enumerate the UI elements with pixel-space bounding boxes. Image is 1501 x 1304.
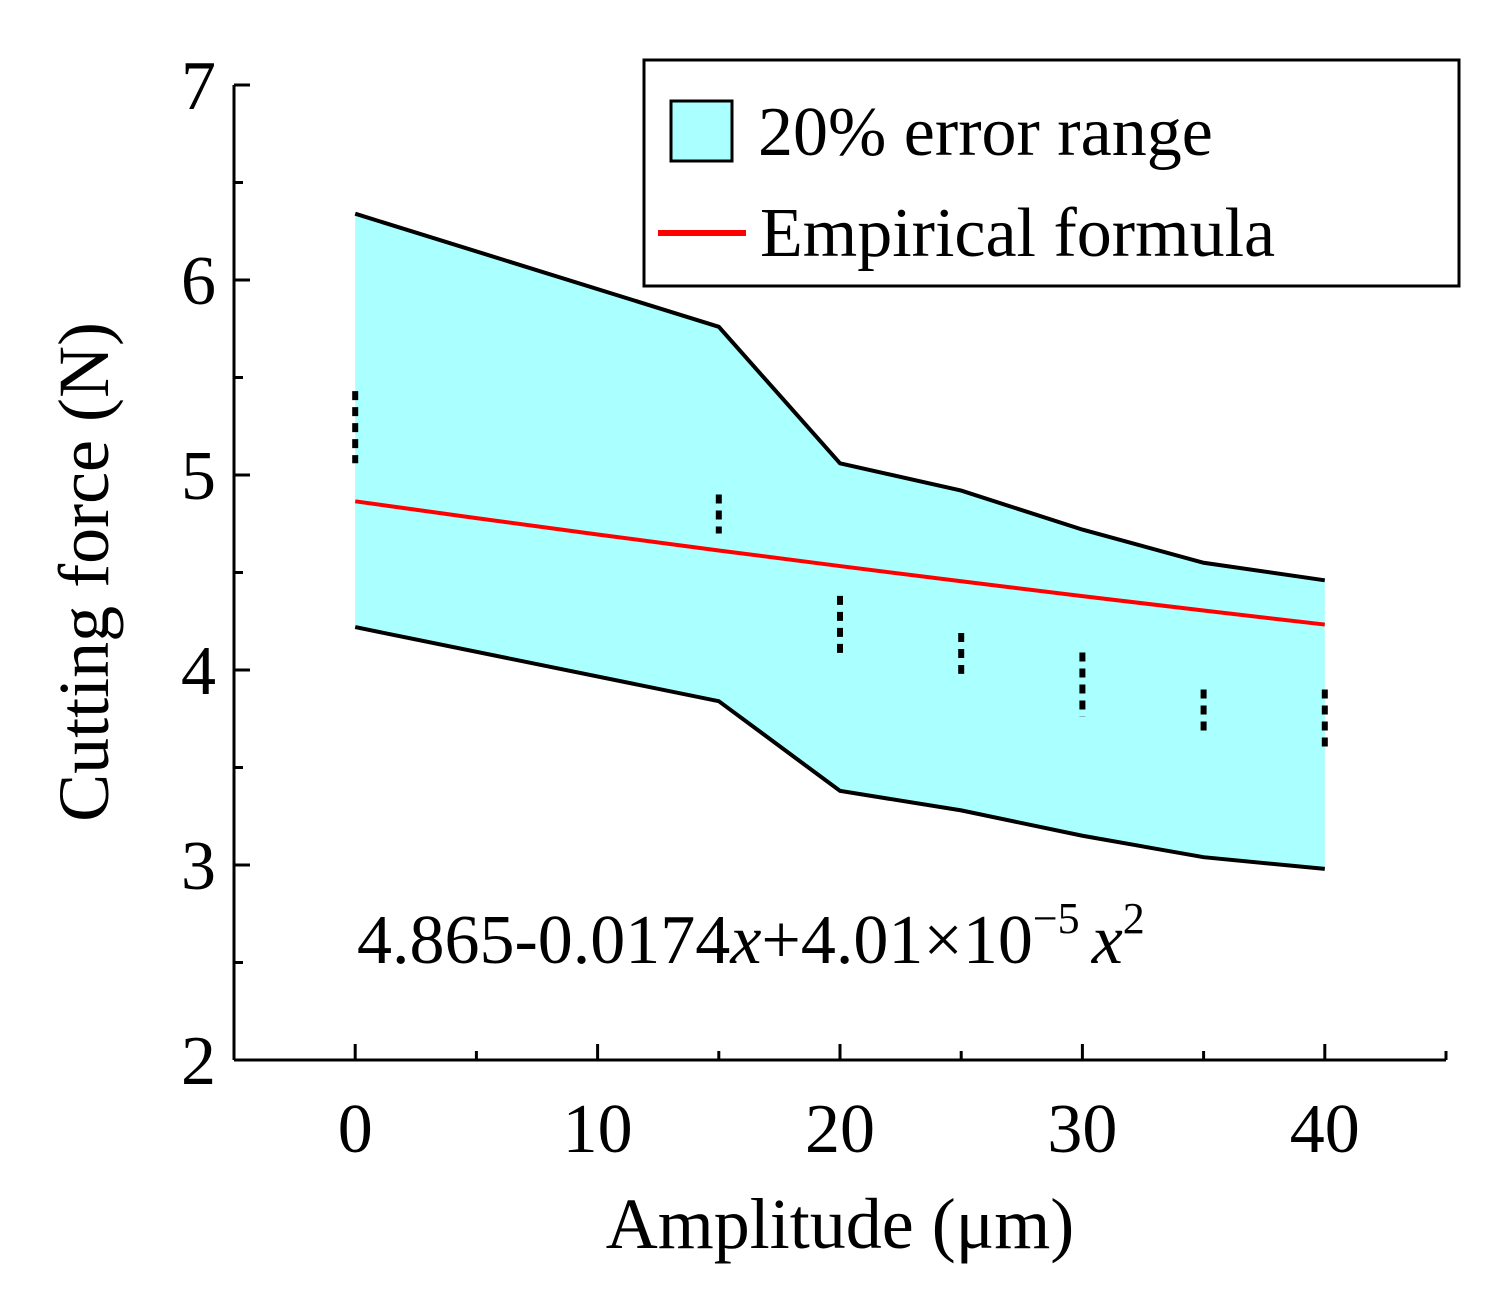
y-axis-title: Cutting force (N) (44, 322, 124, 822)
legend-band-label: 20% error range (758, 94, 1213, 171)
y-tick-label: 7 (181, 48, 216, 125)
formula-exp1: −5 (1033, 894, 1080, 943)
legend-line-label: Empirical formula (760, 195, 1275, 272)
y-tick-label: 5 (181, 438, 216, 515)
error-band-layer (354, 211, 1326, 871)
measured-data-layer (352, 391, 1328, 752)
y-tick-label: 4 (181, 633, 216, 710)
legend: 20% error range Empirical formula (642, 58, 1461, 288)
x-axis-title: Amplitude (μm) (606, 1184, 1075, 1264)
formula-part2: +4.01×10 (761, 902, 1032, 979)
formula-part1: 4.865-0.0174 (357, 902, 730, 979)
empirical-formula-line (354, 499, 1326, 627)
y-tick-label: 3 (181, 828, 216, 905)
error-band-upper-line (354, 211, 1326, 583)
x-tick-label: 0 (338, 1091, 373, 1168)
x-tick-label: 30 (1047, 1091, 1117, 1168)
formula-var2: x (1091, 902, 1123, 979)
y-tick-label: 6 (181, 243, 216, 320)
error-band-area (355, 213, 1325, 869)
legend-box (642, 58, 1461, 288)
formula-var1: x (729, 902, 761, 979)
formula-exp2: 2 (1123, 894, 1145, 943)
formula-line-layer (354, 499, 1326, 627)
axes (232, 83, 1448, 1062)
formula-annotation: 4.865-0.0174x+4.01×10−5 x2 (357, 894, 1145, 979)
x-tick-label: 40 (1290, 1091, 1360, 1168)
tick-labels: 2 3 4 5 6 7 0 10 20 30 40 (181, 48, 1360, 1168)
error-band-lower-line (354, 625, 1325, 871)
legend-band-swatch (669, 99, 734, 163)
y-tick-label: 2 (181, 1023, 216, 1100)
x-tick-label: 20 (805, 1091, 875, 1168)
x-tick-label: 10 (563, 1091, 633, 1168)
